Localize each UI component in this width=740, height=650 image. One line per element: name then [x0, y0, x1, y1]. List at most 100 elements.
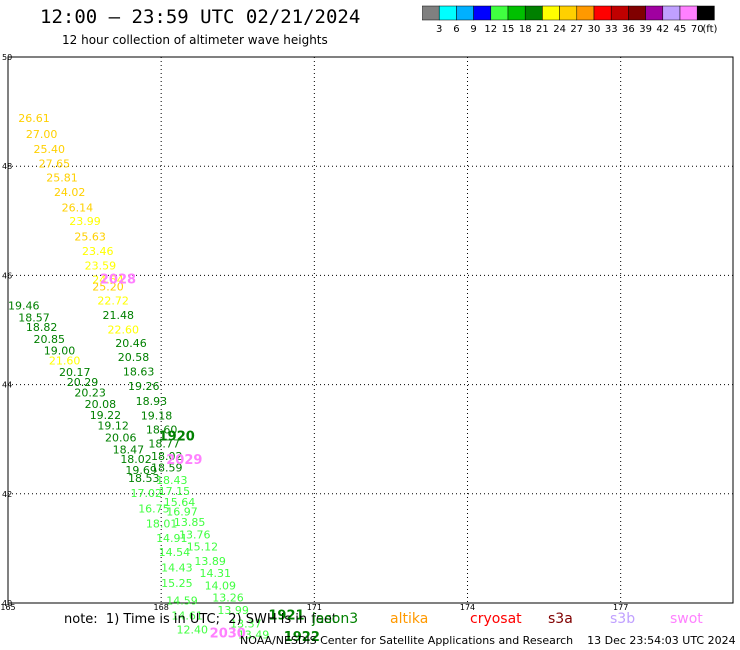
colorbar-label: 39: [639, 24, 652, 35]
wave-height-value: 20.06: [105, 431, 137, 444]
pass-time-label: 2028: [100, 273, 136, 288]
wave-height-value: 19.69: [125, 464, 157, 477]
map-frame: [7, 56, 734, 604]
wave-height-value: 15.12: [187, 541, 219, 554]
wave-height-value: 18.57: [18, 311, 49, 324]
pass-time-label: 2030: [210, 626, 246, 641]
wave-height-value: 13.85: [174, 516, 206, 529]
wave-height-value: 20.08: [85, 398, 117, 411]
wave-height-value: 15.64: [164, 496, 196, 509]
colorbar-label: 45: [674, 24, 687, 35]
wave-height-value: 18.77: [148, 437, 180, 450]
wave-height-value: 23.99: [69, 215, 101, 228]
wave-height-value: 20.23: [74, 387, 106, 400]
wave-height-value: 14.43: [161, 561, 193, 574]
colorbar-label: 6: [453, 24, 459, 35]
pass-time-label: 1921: [268, 608, 304, 623]
colorbar-label: 33: [605, 24, 618, 35]
longitude-tick-label: 174: [460, 603, 475, 612]
wave-height-value: 27.65: [39, 157, 71, 170]
wave-height-value: 25.40: [34, 143, 66, 156]
legend-altika: altika: [390, 611, 429, 627]
wave-height-value: 21.48: [102, 309, 134, 322]
wave-height-value: 13.89: [194, 555, 226, 568]
wave-height-value: 14.54: [159, 546, 191, 559]
wave-height-value: 18.82: [26, 321, 58, 334]
legend-jason3: jason3: [312, 611, 359, 627]
wave-height-value: 13.49: [238, 628, 270, 641]
wave-height-value: 24.54: [92, 274, 124, 287]
wave-height-value: 19.00: [44, 345, 76, 358]
wave-height-value: 16.97: [166, 506, 198, 519]
wave-height-value: 18.59: [151, 461, 183, 474]
longitude-tick-label: 168: [154, 603, 169, 612]
latitude-tick-label: 46: [2, 271, 12, 280]
wave-height-value: 18.02: [120, 453, 152, 466]
wave-height-value: 25.81: [46, 171, 77, 184]
colorbar-label: 15: [502, 24, 515, 35]
wave-height-value: 22.72: [97, 294, 129, 307]
longitude-tick-label: 177: [613, 603, 628, 612]
wave-height-value: 21.60: [49, 354, 81, 367]
wave-height-value: 16.75: [138, 502, 170, 515]
wave-height-value: 26.14: [62, 202, 94, 215]
page-title: 12:00 — 23:59 UTC 02/21/2024: [40, 6, 361, 28]
wave-height-value: 18.60: [146, 424, 178, 437]
wave-height-value: 13.26: [212, 591, 244, 604]
wave-height-value: 20.29: [67, 376, 99, 389]
colorbar-label: 36: [622, 24, 635, 35]
wave-height-value: 14.61: [171, 609, 203, 622]
credit-line: NOAA/NESDIS Center for Satellite Applica…: [240, 634, 736, 647]
wave-height-value: 20.46: [115, 337, 147, 350]
latitude-tick-label: 40: [2, 599, 12, 608]
colorbar-label: 42: [656, 24, 669, 35]
wave-height-value: 18.02: [151, 450, 183, 463]
legend-cryosat: cryosat: [470, 611, 522, 627]
wave-height-value: 20.85: [34, 333, 66, 346]
page-subtitle: 12 hour collection of altimeter wave hei…: [62, 33, 328, 47]
wave-height-value: 13.37: [230, 618, 262, 631]
wave-height-value: 19.46: [8, 299, 40, 312]
wave-height-value: 24.02: [54, 186, 85, 199]
wave-height-value: 14.91: [156, 532, 188, 545]
legend-s3b: s3b: [610, 611, 636, 627]
wave-height-value: 13.99: [217, 604, 249, 617]
latitude-tick-label: 42: [2, 490, 12, 499]
pass-time-label: 1922: [284, 630, 320, 645]
wave-height-value: 17.02: [131, 487, 163, 500]
wave-height-value: 20.17: [59, 366, 90, 379]
wave-height-value: 18.63: [123, 365, 155, 378]
latitude-tick-label: 50: [2, 53, 12, 62]
wave-height-value: 27.00: [26, 128, 58, 141]
wave-height-value: 18.47: [113, 443, 145, 456]
pass-time-label: 2029: [166, 453, 202, 468]
colorbar-label: 18: [519, 24, 532, 35]
colorbar-label: 70: [691, 24, 704, 35]
wave-height-value: 25.20: [92, 281, 124, 294]
footer-note: note: 1) Time is in UTC; 2) SWH is in fe…: [64, 612, 337, 627]
wave-height-value: 14.59: [166, 595, 198, 608]
wave-height-value: 15.25: [161, 577, 193, 590]
wave-height-value: 14.31: [199, 567, 231, 580]
colorbar-label: 12: [484, 24, 497, 35]
pass-time-label: 1920: [159, 429, 195, 444]
longitude-tick-label: 171: [307, 603, 322, 612]
wave-height-value: 19.12: [97, 419, 129, 432]
colorbar-label: 3: [436, 24, 442, 35]
colorbar-label: 21: [536, 24, 549, 35]
latitude-tick-label: 44: [2, 381, 12, 390]
wave-height-value: 18.43: [156, 474, 188, 487]
wave-height-value: 26.61: [18, 112, 49, 125]
wave-height-value: 19.18: [141, 410, 173, 423]
wave-height-value: 18.01: [146, 518, 178, 531]
wave-height-value: 14.09: [205, 579, 237, 592]
wave-height-colorbar: 3 6 9 12 15 18 21 24 27 30 33 36 39 42 45 70(ft): [422, 5, 718, 35]
latitude-tick-label: 48: [2, 162, 12, 171]
colorbar-label: 9: [470, 24, 476, 35]
wave-height-value: 23.46: [82, 245, 114, 258]
colorbar-label: 30: [588, 24, 601, 35]
wave-height-value: 18.53: [128, 472, 160, 485]
wave-height-value: 13.76: [179, 529, 211, 542]
longitude-tick-label: 165: [0, 603, 15, 612]
colorbar-unit: (ft): [702, 24, 717, 35]
